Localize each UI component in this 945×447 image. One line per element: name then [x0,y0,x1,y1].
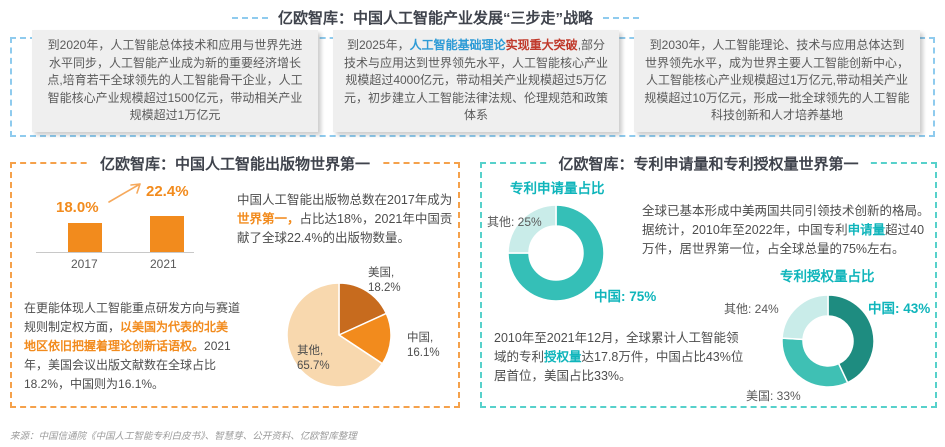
pie-slice-其他 [507,204,557,254]
top-title-row: 亿欧智库：中国人工智能产业发展“三步走”战略 [0,7,908,28]
applications-label-other: 其他: 25% [487,215,542,229]
patents-paragraph-1: 全球已基本形成中美两国共同引领技术创新的格局。据统计，2010年至2022年，中… [642,204,930,256]
strategy-box-2030: 到2030年，人工智能理论、技术与应用总体达到世界领先水平，成为世界主要人工智能… [634,30,920,132]
applications-label-china: 中国: 75% [594,289,657,304]
bar-chart-axis [36,252,194,253]
patent-applications-donut-chart [506,203,606,308]
pie-slice-中国 [337,312,392,365]
pie-slice-中国 [507,204,605,302]
pie-slice-中国 [827,294,875,384]
title-dash-right [603,16,639,19]
bar-2021 [150,215,184,252]
bar-value-2017: 18.0% [56,199,99,216]
pie-slice-美国 [338,282,388,337]
patents-section-title: 亿欧智库：专利申请量和专利授权量世界第一 [548,153,869,174]
pie-label-china: 中国, 16.1% [407,332,440,359]
publications-section-title: 亿欧智库：中国人工智能出版物世界第一 [89,153,381,174]
pie-slice-其他 [286,282,384,388]
publications-section: 亿欧智库：中国人工智能出版物世界第一 [10,153,460,408]
title-dash-left [231,16,268,19]
grants-label-china: 中国: 43% [868,301,931,316]
strategy-box-2025-text: 到2025年，人工智能基础理论实现重大突破,部分技术与应用达到世界领先水平，人工… [343,38,608,122]
patent-applications-chart-title: 专利申请量占比 [510,181,605,196]
publications-paragraph-2: 在更能体现人工智能重点研发方向与赛道规则制定权方面，以美国为代表的北美地区依旧把… [24,301,241,391]
strategy-box-2025: 到2025年，人工智能基础理论实现重大突破,部分技术与应用达到世界领先水平，人工… [333,30,619,132]
publications-pie-chart [285,281,393,394]
strategy-boxes-row: 到2020年，人工智能总体技术和应用与世界先进水平同步，人工智能产业成为新的重要… [32,30,920,132]
strategy-box-2020: 到2020年，人工智能总体技术和应用与世界先进水平同步，人工智能产业成为新的重要… [32,30,318,132]
strategy-box-2020-text: 到2020年，人工智能总体技术和应用与世界先进水平同步，人工智能产业成为新的重要… [47,38,303,122]
bar-category-2017: 2017 [71,257,98,271]
publications-paragraph-1: 中国人工智能出版物总数在2017年成为世界第一，占比达18%，2021年中国贡献… [237,193,453,245]
pie-slice-其他 [781,294,829,341]
grants-label-other: 其他: 24% [724,302,779,316]
bar-category-2021: 2021 [150,257,177,271]
growth-arrow-icon [108,183,141,203]
strategy-box-2030-text: 到2030年，人工智能理论、技术与应用总体达到世界领先水平，成为世界主要人工智能… [644,38,910,122]
pie-label-usa: 美国, 18.2% [368,267,401,294]
pie-label-other: 其他, 65.7% [297,345,330,372]
patent-grants-donut-chart [780,293,876,394]
bar-2017 [68,222,102,252]
source-note: 来源：中国信通院《中国人工智能专利白皮书》、智慧芽、公开资料、亿欧智库整理 [10,431,357,442]
page-title: 亿欧智库：中国人工智能产业发展“三步走”战略 [277,10,593,27]
bar-value-2021: 22.4% [146,183,189,200]
patent-grants-chart-title: 专利授权量占比 [780,269,875,284]
patents-section: 亿欧智库：专利申请量和专利授权量世界第一 [480,153,937,408]
grants-label-usa: 美国: 33% [746,389,801,403]
pie-slice-美国 [781,337,849,388]
patents-paragraph-2: 2010年至2021年12月，全球累计人工智能领域的专利授权量达17.8万件，中… [494,331,744,383]
